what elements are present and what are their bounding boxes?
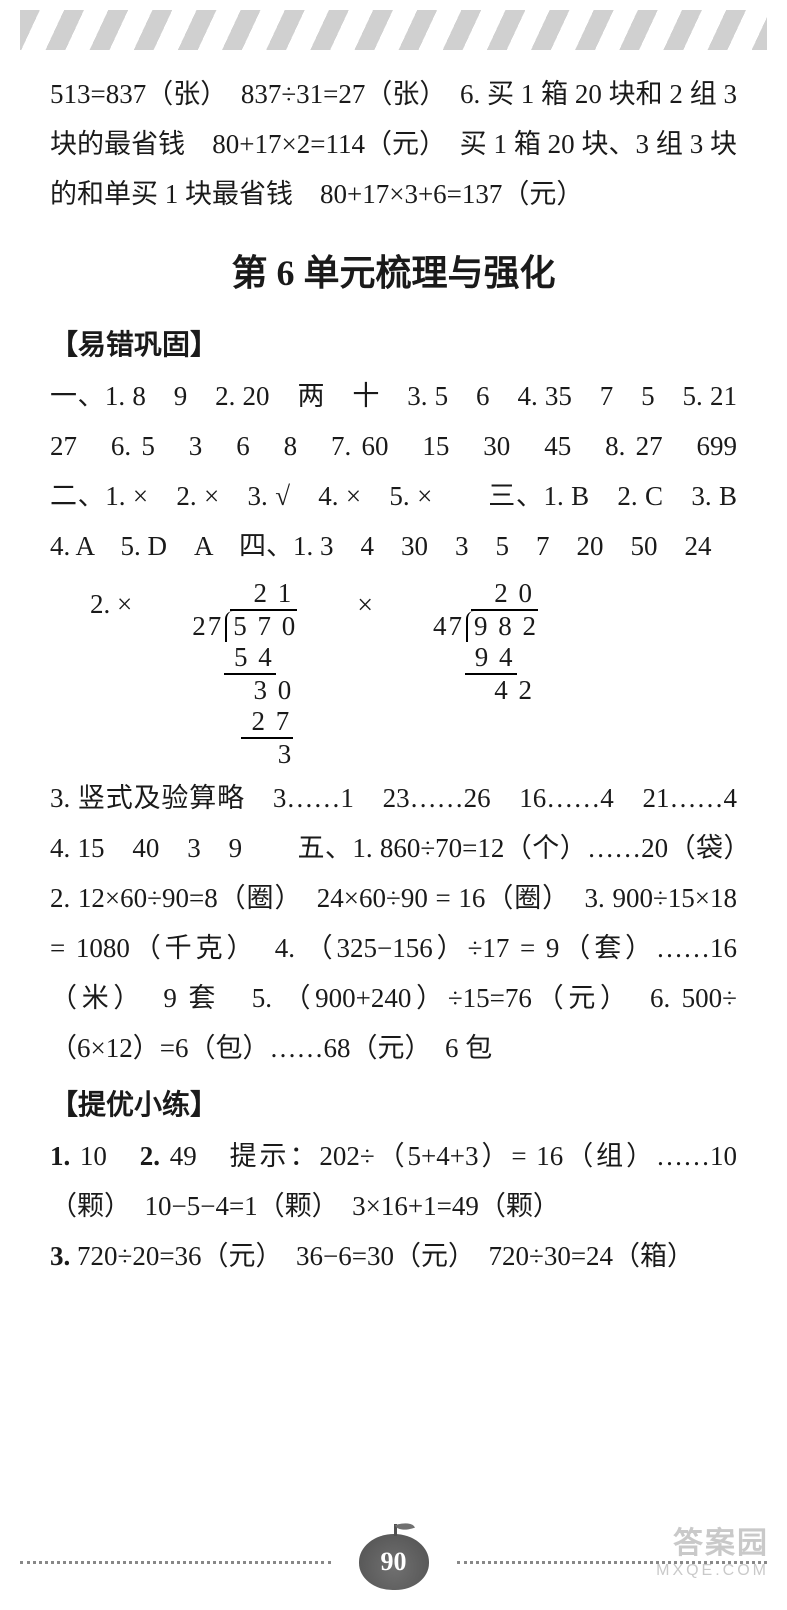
div-step: 3 0 <box>192 675 297 706</box>
text-segment: 720÷20=36（元） 36−6=30（元） 720÷30=24（箱） <box>70 1241 694 1271</box>
x-mark: × <box>357 578 373 632</box>
dotted-line-left <box>20 1561 331 1564</box>
divisor: 47 <box>433 611 466 642</box>
page-number: 90 <box>381 1547 407 1577</box>
watermark: 答案园 MXQE.COM <box>656 1518 769 1580</box>
item-number: 1. <box>50 1141 70 1171</box>
divisor: 27 <box>192 611 225 642</box>
long-division-1: 2 1 27 5 7 0 5 4 3 0 2 7 3 <box>192 578 297 770</box>
item-number: 3. <box>50 1241 70 1271</box>
text-segment: 513=837（张） 837÷31=27（张） 6. 买 1 箱 20 块和 2… <box>50 79 737 209</box>
long-division-2: 2 0 47 9 8 2 9 4 4 2 <box>433 578 538 706</box>
item-number: 2. <box>140 1141 160 1171</box>
dividend: 5 7 0 <box>225 611 297 642</box>
answers-block-1: 一、1. 8 9 2. 20 两 十 3. 5 6 4. 35 7 5 5. 2… <box>50 372 737 572</box>
div-remainder: 4 2 <box>433 675 538 706</box>
section-title: 第 6 单元梳理与强化 <box>50 240 737 307</box>
div-step: 5 4 <box>224 642 276 675</box>
page-content: 513=837（张） 837÷31=27（张） 6. 买 1 箱 20 块和 2… <box>0 50 787 1361</box>
watermark-text-2: MXQE.COM <box>656 1562 769 1580</box>
answers-block-5: 3. 720÷20=36（元） 36−6=30（元） 720÷30=24（箱） <box>50 1232 737 1282</box>
subsection-title-2: 【提优小练】 <box>50 1080 737 1132</box>
watermark-text-1: 答案园 <box>656 1518 769 1562</box>
quotient: 2 0 <box>471 578 538 611</box>
answers-block-3: 3. 竖式及验算略 3……1 23……26 16……4 21……4 4. 15 … <box>50 774 737 1074</box>
decorative-stripe-border <box>20 10 767 50</box>
top-continuation-text: 513=837（张） 837÷31=27（张） 6. 买 1 箱 20 块和 2… <box>50 70 737 220</box>
dividend: 9 8 2 <box>466 611 538 642</box>
item-prefix: 2. × <box>90 578 132 630</box>
answers-block-4: 1. 10 2. 49 提示：202÷（5+4+3）= 16（组）……10（颗）… <box>50 1132 737 1232</box>
quotient: 2 1 <box>230 578 297 611</box>
div-step: 9 4 <box>465 642 517 675</box>
div-remainder: 3 <box>192 739 297 770</box>
page-number-badge: 90 <box>359 1534 429 1590</box>
long-division-row: 2. × 2 1 27 5 7 0 5 4 3 0 2 7 3 × 2 0 47… <box>90 578 737 770</box>
text-segment: 10 <box>70 1141 140 1171</box>
subsection-title-1: 【易错巩固】 <box>50 320 737 372</box>
div-step: 2 7 <box>241 706 293 739</box>
